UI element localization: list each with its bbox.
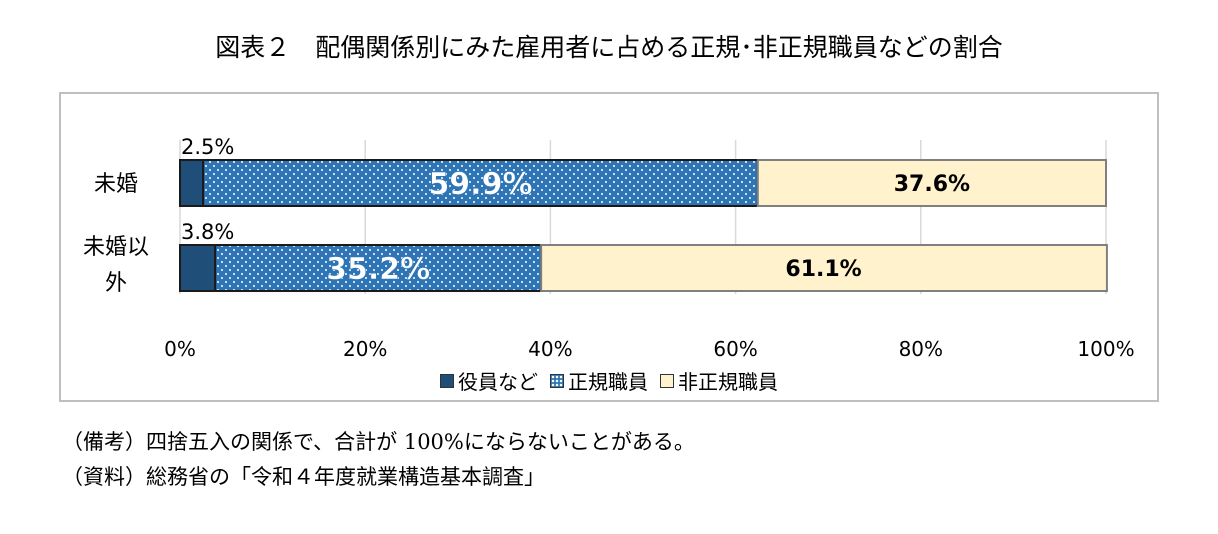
data-label: 59.9% [428, 167, 532, 202]
legend-swatch [660, 373, 674, 388]
x-tick-label: 0% [164, 337, 196, 361]
legend-item: 正規職員 [550, 366, 648, 395]
legend-label: 役員など [458, 370, 538, 394]
legend-label: 正規職員 [568, 370, 648, 394]
note-source: （資料）総務省の「令和４年度就業構造基本調査」 [62, 465, 545, 489]
note-remark: （備考）四捨五入の関係で、合計が 100%にならないことがある。 [62, 430, 695, 454]
data-label: 37.6% [894, 172, 970, 197]
x-tick-label: 20% [343, 337, 387, 361]
legend-label: 非正規職員 [678, 370, 778, 394]
x-tick-label: 40% [528, 337, 572, 361]
x-tick-label: 100% [1077, 337, 1134, 361]
legend-swatch [550, 373, 564, 388]
data-label: 61.1% [785, 257, 861, 282]
chart-frame [59, 92, 1159, 402]
data-label: 3.8% [181, 220, 234, 244]
bar-segment [540, 244, 1108, 292]
legend: 役員など 正規職員 非正規職員 [0, 366, 1218, 395]
chart-title: 図表２ 配偶関係別にみた雇用者に占める正規･非正規職員などの割合 [215, 33, 1003, 62]
data-label: 35.2% [326, 252, 430, 287]
category-label: 外 [105, 271, 127, 296]
bar-segment [756, 159, 1107, 207]
category-label: 未婚以 [83, 235, 149, 260]
bar-segment [214, 244, 543, 292]
bar-segment [179, 244, 217, 292]
x-tick-label: 80% [899, 337, 943, 361]
bar-segment [179, 159, 205, 207]
category-label: 未婚 [94, 172, 138, 197]
x-tick-label: 60% [713, 337, 757, 361]
legend-swatch [440, 373, 454, 388]
legend-item: 役員など [440, 366, 538, 395]
data-label: 2.5% [181, 135, 234, 159]
legend-item: 非正規職員 [660, 366, 778, 395]
